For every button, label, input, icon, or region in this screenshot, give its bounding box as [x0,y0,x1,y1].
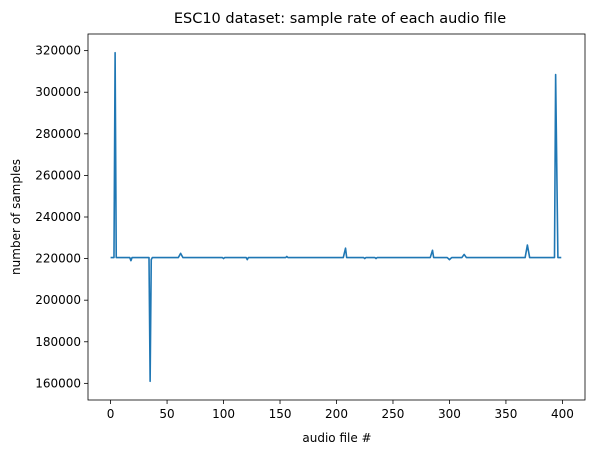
y-tick-label: 160000 [35,376,81,390]
y-tick-label: 200000 [35,293,81,307]
x-tick-label: 350 [494,407,517,421]
x-axis: 0 50 100 150 200 250 300 350 400 [107,400,574,421]
series-layer [110,51,562,383]
x-tick-label: 250 [382,407,405,421]
y-tick-label: 240000 [35,210,81,224]
plot-area-frame [87,33,586,401]
x-tick-label: 400 [551,407,574,421]
y-tick-label: 220000 [35,252,81,266]
x-tick-label: 150 [269,407,292,421]
y-tick-label: 280000 [35,127,81,141]
x-tick-label: 100 [212,407,235,421]
y-axis: 160000 180000 200000 220000 240000 260000 2800… [35,44,88,390]
y-tick-label: 300000 [35,85,81,99]
x-tick-label: 0 [107,407,115,421]
y-tick-label: 180000 [35,335,81,349]
y-axis-label: number of samples [9,159,23,275]
x-tick-label: 200 [325,407,348,421]
series-line-0 [110,51,562,383]
x-tick-label: 300 [438,407,461,421]
y-tick-label: 260000 [35,168,81,182]
x-axis-label: audio file # [302,431,371,445]
x-tick-label: 50 [159,407,174,421]
chart-title: ESC10 dataset: sample rate of each audio… [174,11,506,27]
y-tick-label: 320000 [35,44,81,58]
